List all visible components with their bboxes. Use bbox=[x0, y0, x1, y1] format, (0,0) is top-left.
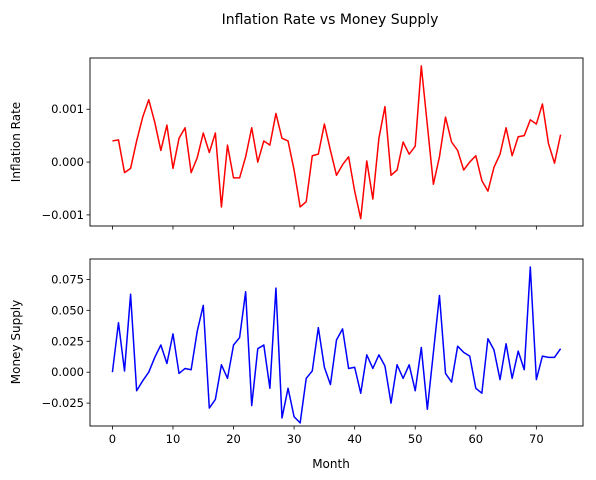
x-tick-label: 0 bbox=[109, 432, 116, 446]
x-ticks-inflation bbox=[112, 226, 537, 230]
y-tick-label: −0.001 bbox=[41, 208, 84, 222]
x-tick-label: 20 bbox=[226, 432, 241, 446]
series-money bbox=[111, 266, 562, 424]
y-axis-label-inflation: Inflation Rate bbox=[9, 102, 23, 182]
y-tick-label: 0.075 bbox=[51, 272, 84, 286]
series-line-money bbox=[111, 266, 562, 424]
y-tick-label: −0.025 bbox=[41, 396, 84, 410]
y-tick-label: 0.050 bbox=[51, 303, 84, 317]
panel-money-supply: Money Supply −0.0250.0000.0250.0500.075 … bbox=[9, 258, 584, 446]
series-line-inflation bbox=[112, 65, 562, 220]
x-ticks-money: 0 10 20 30 40 50 60 70 bbox=[109, 426, 544, 446]
series-inflation bbox=[112, 65, 562, 220]
x-tick-label: 70 bbox=[529, 432, 544, 446]
y-tick-label: 0.025 bbox=[51, 334, 84, 348]
y-tick-label: 0.000 bbox=[51, 155, 84, 169]
chart-title: Inflation Rate vs Money Supply bbox=[222, 12, 439, 28]
x-tick-label: 50 bbox=[408, 432, 423, 446]
x-tick-label: 10 bbox=[166, 432, 181, 446]
y-tick-label: 0.000 bbox=[51, 365, 84, 379]
y-tick-label: 0.001 bbox=[51, 102, 84, 116]
x-tick-label: 60 bbox=[468, 432, 483, 446]
x-tick-label: 30 bbox=[287, 432, 302, 446]
x-axis-label: Month bbox=[312, 457, 350, 471]
panel-money-frame bbox=[89, 258, 584, 427]
y-ticks-money: −0.025 0.000 0.025 0.050 0.075 bbox=[41, 272, 90, 410]
y-axis-label-money: Money Supply bbox=[9, 300, 23, 385]
y-ticks-inflation: −0.001 0.000 0.001 bbox=[41, 102, 90, 222]
x-tick-label: 40 bbox=[347, 432, 362, 446]
panel-inflation-rate: Inflation Rate −0.001 0.000 0.001 bbox=[9, 57, 584, 230]
panel-inflation-frame bbox=[89, 57, 584, 227]
